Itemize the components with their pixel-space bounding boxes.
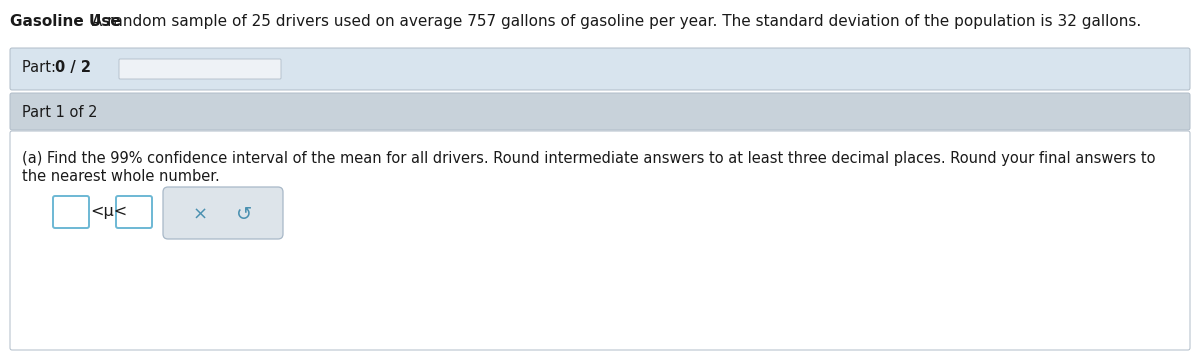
Text: Part 1 of 2: Part 1 of 2: [22, 105, 97, 120]
FancyBboxPatch shape: [10, 131, 1190, 350]
Text: A random sample of 25 drivers used on average 757 gallons of gasoline per year. : A random sample of 25 drivers used on av…: [88, 14, 1141, 29]
FancyBboxPatch shape: [10, 93, 1190, 130]
FancyBboxPatch shape: [163, 187, 283, 239]
FancyBboxPatch shape: [53, 196, 89, 228]
Text: Part:: Part:: [22, 60, 61, 75]
Text: Gasoline Use: Gasoline Use: [10, 14, 121, 29]
FancyBboxPatch shape: [10, 48, 1190, 90]
Text: ×: ×: [193, 206, 208, 224]
Text: (a) Find the 99% confidence interval of the mean for all drivers. Round intermed: (a) Find the 99% confidence interval of …: [22, 151, 1156, 166]
FancyBboxPatch shape: [119, 59, 281, 79]
Text: the nearest whole number.: the nearest whole number.: [22, 169, 220, 184]
Text: ↺: ↺: [236, 205, 252, 224]
Text: 0 / 2: 0 / 2: [55, 60, 91, 75]
FancyBboxPatch shape: [116, 196, 152, 228]
Text: <μ<: <μ<: [90, 204, 127, 219]
